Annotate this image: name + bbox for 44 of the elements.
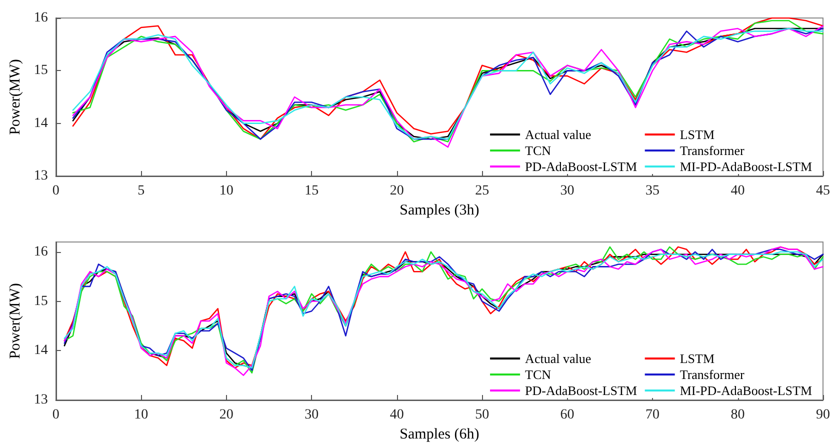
legend-label: Transformer	[680, 143, 746, 158]
x-tick-label: 60	[560, 408, 574, 422]
x-axis-title: Samples (3h)	[400, 202, 480, 218]
legend-label: MI-PD-AdaBoost-LSTM	[680, 159, 812, 174]
legend-label: PD-AdaBoost-LSTM	[525, 159, 638, 174]
legend-label: LSTM	[680, 127, 715, 142]
legend-label: PD-AdaBoost-LSTM	[525, 383, 638, 398]
y-tick-label: 14	[34, 116, 48, 131]
y-tick-label: 13	[34, 168, 48, 184]
y-tick-label: 15	[34, 63, 48, 78]
x-tick-label: 10	[219, 184, 234, 198]
x-tick-label: 15	[304, 184, 319, 198]
y-axis-title: Power(MW)	[8, 59, 24, 135]
y-tick-label: 14	[34, 343, 48, 358]
legend-label: Transformer	[680, 367, 746, 382]
x-tick-label: 90	[816, 408, 830, 422]
legend-label: MI-PD-AdaBoost-LSTM	[680, 383, 812, 398]
x-tick-label: 80	[730, 408, 745, 422]
y-tick-label: 16	[34, 10, 48, 26]
y-axis-title: Power(MW)	[8, 283, 24, 359]
x-tick-label: 35	[646, 184, 660, 198]
legend-label: Actual value	[525, 127, 592, 142]
x-tick-label: 40	[390, 408, 404, 422]
legend-label: TCN	[525, 367, 552, 382]
x-tick-label: 40	[730, 184, 745, 198]
x-tick-label: 0	[52, 408, 60, 422]
x-tick-label: 30	[304, 408, 319, 422]
x-tick-label: 0	[52, 184, 60, 198]
x-axis-title: Samples (6h)	[400, 426, 480, 442]
x-tick-label: 70	[646, 408, 660, 422]
x-tick-label: 45	[816, 184, 830, 198]
legend-label: Actual value	[525, 351, 592, 366]
legend-label: LSTM	[680, 351, 715, 366]
y-tick-label: 16	[34, 244, 48, 260]
x-tick-label: 20	[390, 184, 404, 198]
x-tick-label: 50	[475, 408, 490, 422]
x-tick-label: 30	[560, 184, 574, 198]
x-tick-label: 5	[138, 184, 145, 198]
y-tick-label: 15	[34, 294, 48, 309]
x-tick-label: 20	[219, 408, 234, 422]
y-tick-label: 13	[34, 392, 48, 408]
x-tick-label: 25	[475, 184, 490, 198]
x-tick-label: 10	[134, 408, 148, 422]
legend-label: TCN	[525, 143, 552, 158]
